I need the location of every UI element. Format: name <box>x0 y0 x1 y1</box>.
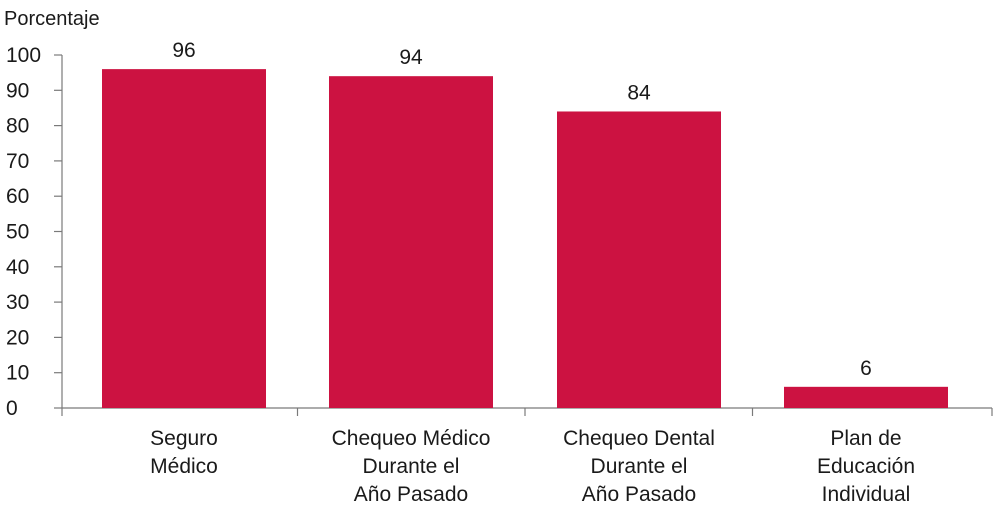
y-axis: 0 10 20 30 40 50 60 70 80 90 100 <box>6 44 63 420</box>
y-tick-label: 40 <box>6 256 29 279</box>
y-axis-title: Porcentaje <box>4 8 100 30</box>
category-label: Año Pasado <box>354 483 468 506</box>
bar <box>557 111 721 408</box>
bar-value-label: 84 <box>627 81 651 104</box>
category-label: Chequeo Médico <box>332 427 491 450</box>
category-label: Año Pasado <box>582 483 696 506</box>
bar <box>102 69 266 409</box>
y-tick-label: 0 <box>6 397 18 420</box>
category-label: Educación <box>817 455 915 478</box>
bar-value-label: 94 <box>399 46 423 69</box>
value-labels-group: 96 94 84 6 <box>172 39 872 380</box>
y-tick-label: 70 <box>6 150 29 173</box>
y-tick-label: 60 <box>6 185 29 208</box>
category-label: Seguro <box>150 427 218 450</box>
bars-group <box>102 69 948 409</box>
bar <box>329 76 493 409</box>
category-label: Chequeo Dental <box>563 427 715 450</box>
y-tick-label: 100 <box>6 44 41 67</box>
y-tick-label: 50 <box>6 221 29 244</box>
y-tick-label: 20 <box>6 326 29 349</box>
y-tick-label: 10 <box>6 362 29 385</box>
y-tick-label: 90 <box>6 79 29 102</box>
category-label: Durante el <box>363 455 460 478</box>
category-labels-group: Seguro Médico Chequeo Médico Durante el Año … <box>150 427 915 506</box>
category-label: Plan de <box>830 427 901 450</box>
x-axis <box>61 407 993 416</box>
bar-value-label: 6 <box>860 357 872 380</box>
bar <box>784 386 948 408</box>
y-tick-label: 80 <box>6 115 29 138</box>
bar-value-label: 96 <box>172 39 195 62</box>
y-tick-label: 30 <box>6 291 29 314</box>
category-label: Médico <box>150 455 218 478</box>
category-label: Individual <box>822 483 911 506</box>
category-label: Durante el <box>591 455 688 478</box>
